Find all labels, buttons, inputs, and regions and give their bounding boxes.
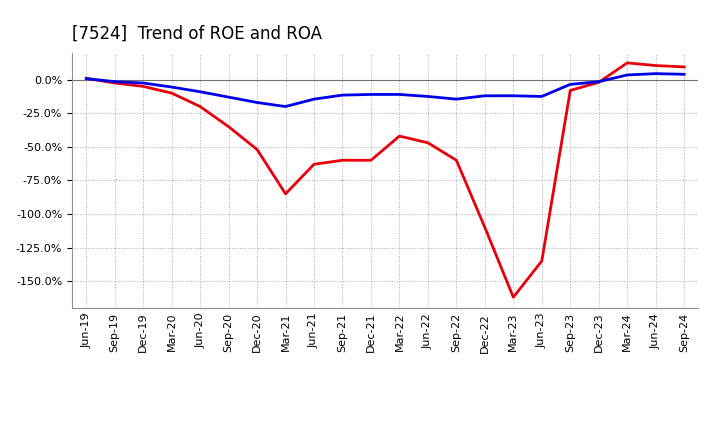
ROE bbox=[366, 158, 375, 163]
ROA bbox=[480, 93, 489, 99]
ROE bbox=[509, 295, 518, 300]
ROE bbox=[282, 191, 290, 197]
ROA bbox=[196, 89, 204, 95]
ROE bbox=[452, 158, 461, 163]
ROA bbox=[82, 76, 91, 81]
ROA bbox=[167, 84, 176, 90]
ROE bbox=[423, 140, 432, 146]
ROA bbox=[537, 94, 546, 99]
ROA bbox=[225, 95, 233, 100]
ROA bbox=[652, 71, 660, 76]
ROE bbox=[110, 81, 119, 86]
ROA bbox=[680, 72, 688, 77]
ROA bbox=[338, 92, 347, 98]
ROE bbox=[623, 60, 631, 66]
ROE bbox=[196, 104, 204, 109]
ROE bbox=[253, 147, 261, 152]
ROE bbox=[338, 158, 347, 163]
ROA bbox=[395, 92, 404, 97]
ROA bbox=[509, 93, 518, 99]
ROE bbox=[566, 88, 575, 93]
ROA bbox=[623, 72, 631, 77]
ROE bbox=[225, 124, 233, 129]
ROA bbox=[253, 100, 261, 105]
ROE bbox=[310, 161, 318, 167]
ROA bbox=[310, 96, 318, 102]
Text: [7524]  Trend of ROE and ROA: [7524] Trend of ROE and ROA bbox=[72, 25, 322, 43]
ROE bbox=[537, 258, 546, 264]
ROE bbox=[395, 133, 404, 139]
ROA bbox=[595, 79, 603, 84]
ROA bbox=[282, 104, 290, 109]
ROA bbox=[423, 94, 432, 99]
ROE bbox=[82, 76, 91, 81]
ROA bbox=[566, 82, 575, 87]
ROA bbox=[452, 96, 461, 102]
ROE bbox=[139, 84, 148, 89]
ROA bbox=[139, 81, 148, 86]
ROA bbox=[366, 92, 375, 97]
ROA bbox=[110, 79, 119, 84]
ROE bbox=[680, 64, 688, 70]
ROE bbox=[595, 80, 603, 85]
ROE bbox=[652, 63, 660, 68]
ROE bbox=[480, 225, 489, 230]
ROE bbox=[167, 91, 176, 96]
Line: ROE: ROE bbox=[86, 63, 684, 297]
Line: ROA: ROA bbox=[86, 73, 684, 106]
